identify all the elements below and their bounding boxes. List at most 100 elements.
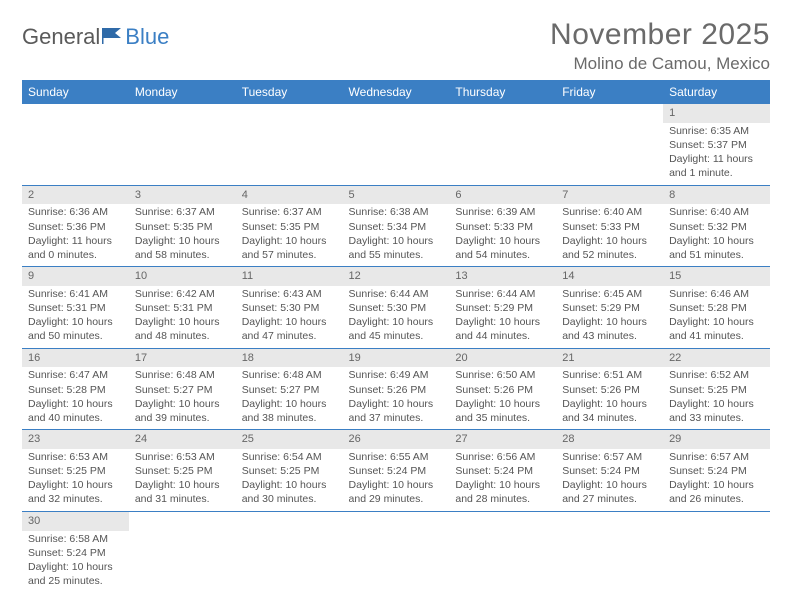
day-number: 30 — [22, 512, 129, 531]
calendar-cell: 23Sunrise: 6:53 AMSunset: 5:25 PMDayligh… — [22, 430, 129, 512]
sunrise-text: Sunrise: 6:56 AM — [455, 450, 550, 464]
day-number: 26 — [343, 430, 450, 449]
day-details: Sunrise: 6:44 AMSunset: 5:30 PMDaylight:… — [343, 286, 450, 348]
calendar-cell — [449, 511, 556, 592]
sunset-text: Sunset: 5:32 PM — [669, 220, 764, 234]
sunrise-text: Sunrise: 6:50 AM — [455, 368, 550, 382]
sunrise-text: Sunrise: 6:57 AM — [669, 450, 764, 464]
day-number: 17 — [129, 349, 236, 368]
sunrise-text: Sunrise: 6:47 AM — [28, 368, 123, 382]
day-number: 24 — [129, 430, 236, 449]
day-details: Sunrise: 6:40 AMSunset: 5:32 PMDaylight:… — [663, 204, 770, 266]
sunset-text: Sunset: 5:27 PM — [242, 383, 337, 397]
day-details: Sunrise: 6:44 AMSunset: 5:29 PMDaylight:… — [449, 286, 556, 348]
day-details: Sunrise: 6:56 AMSunset: 5:24 PMDaylight:… — [449, 449, 556, 511]
calendar-cell — [343, 511, 450, 592]
day-details: Sunrise: 6:53 AMSunset: 5:25 PMDaylight:… — [129, 449, 236, 511]
calendar-week-row: 30Sunrise: 6:58 AMSunset: 5:24 PMDayligh… — [22, 511, 770, 592]
day-details: Sunrise: 6:52 AMSunset: 5:25 PMDaylight:… — [663, 367, 770, 429]
day-details: Sunrise: 6:50 AMSunset: 5:26 PMDaylight:… — [449, 367, 556, 429]
weekday-header: Monday — [129, 80, 236, 104]
sunset-text: Sunset: 5:31 PM — [28, 301, 123, 315]
calendar-cell: 10Sunrise: 6:42 AMSunset: 5:31 PMDayligh… — [129, 267, 236, 349]
day-number: 20 — [449, 349, 556, 368]
day-details: Sunrise: 6:42 AMSunset: 5:31 PMDaylight:… — [129, 286, 236, 348]
sunset-text: Sunset: 5:26 PM — [562, 383, 657, 397]
calendar-week-row: 16Sunrise: 6:47 AMSunset: 5:28 PMDayligh… — [22, 348, 770, 430]
sunset-text: Sunset: 5:24 PM — [455, 464, 550, 478]
sunset-text: Sunset: 5:29 PM — [455, 301, 550, 315]
sunset-text: Sunset: 5:31 PM — [135, 301, 230, 315]
day-details: Sunrise: 6:54 AMSunset: 5:25 PMDaylight:… — [236, 449, 343, 511]
calendar-cell: 13Sunrise: 6:44 AMSunset: 5:29 PMDayligh… — [449, 267, 556, 349]
sunrise-text: Sunrise: 6:35 AM — [669, 124, 764, 138]
calendar-cell: 19Sunrise: 6:49 AMSunset: 5:26 PMDayligh… — [343, 348, 450, 430]
calendar-cell: 21Sunrise: 6:51 AMSunset: 5:26 PMDayligh… — [556, 348, 663, 430]
daylight-text: Daylight: 10 hours and 38 minutes. — [242, 397, 337, 425]
daylight-text: Daylight: 10 hours and 50 minutes. — [28, 315, 123, 343]
daylight-text: Daylight: 10 hours and 44 minutes. — [455, 315, 550, 343]
day-details: Sunrise: 6:39 AMSunset: 5:33 PMDaylight:… — [449, 204, 556, 266]
day-details: Sunrise: 6:47 AMSunset: 5:28 PMDaylight:… — [22, 367, 129, 429]
location-label: Molino de Camou, Mexico — [550, 54, 770, 74]
daylight-text: Daylight: 10 hours and 25 minutes. — [28, 560, 123, 588]
calendar-cell: 29Sunrise: 6:57 AMSunset: 5:24 PMDayligh… — [663, 430, 770, 512]
sunset-text: Sunset: 5:25 PM — [242, 464, 337, 478]
day-details: Sunrise: 6:35 AMSunset: 5:37 PMDaylight:… — [663, 123, 770, 185]
sunset-text: Sunset: 5:37 PM — [669, 138, 764, 152]
day-number: 14 — [556, 267, 663, 286]
daylight-text: Daylight: 10 hours and 58 minutes. — [135, 234, 230, 262]
calendar-cell: 26Sunrise: 6:55 AMSunset: 5:24 PMDayligh… — [343, 430, 450, 512]
calendar-cell: 9Sunrise: 6:41 AMSunset: 5:31 PMDaylight… — [22, 267, 129, 349]
day-number: 10 — [129, 267, 236, 286]
sunset-text: Sunset: 5:34 PM — [349, 220, 444, 234]
calendar-cell: 7Sunrise: 6:40 AMSunset: 5:33 PMDaylight… — [556, 185, 663, 267]
daylight-text: Daylight: 10 hours and 41 minutes. — [669, 315, 764, 343]
sunrise-text: Sunrise: 6:37 AM — [135, 205, 230, 219]
calendar-cell: 16Sunrise: 6:47 AMSunset: 5:28 PMDayligh… — [22, 348, 129, 430]
sunset-text: Sunset: 5:35 PM — [135, 220, 230, 234]
calendar-cell — [236, 104, 343, 185]
weekday-header: Sunday — [22, 80, 129, 104]
calendar-cell: 17Sunrise: 6:48 AMSunset: 5:27 PMDayligh… — [129, 348, 236, 430]
logo-text-general: General — [22, 24, 100, 50]
daylight-text: Daylight: 10 hours and 35 minutes. — [455, 397, 550, 425]
day-number: 13 — [449, 267, 556, 286]
day-details: Sunrise: 6:55 AMSunset: 5:24 PMDaylight:… — [343, 449, 450, 511]
page-title: November 2025 — [550, 18, 770, 52]
day-details: Sunrise: 6:51 AMSunset: 5:26 PMDaylight:… — [556, 367, 663, 429]
calendar-cell — [556, 511, 663, 592]
day-number: 28 — [556, 430, 663, 449]
day-number: 3 — [129, 186, 236, 205]
sunrise-text: Sunrise: 6:42 AM — [135, 287, 230, 301]
weekday-header-row: Sunday Monday Tuesday Wednesday Thursday… — [22, 80, 770, 104]
daylight-text: Daylight: 10 hours and 55 minutes. — [349, 234, 444, 262]
calendar-cell — [129, 511, 236, 592]
day-details: Sunrise: 6:38 AMSunset: 5:34 PMDaylight:… — [343, 204, 450, 266]
daylight-text: Daylight: 10 hours and 34 minutes. — [562, 397, 657, 425]
sunrise-text: Sunrise: 6:44 AM — [455, 287, 550, 301]
day-details: Sunrise: 6:40 AMSunset: 5:33 PMDaylight:… — [556, 204, 663, 266]
day-number: 11 — [236, 267, 343, 286]
calendar-cell: 22Sunrise: 6:52 AMSunset: 5:25 PMDayligh… — [663, 348, 770, 430]
sunset-text: Sunset: 5:24 PM — [349, 464, 444, 478]
sunrise-text: Sunrise: 6:46 AM — [669, 287, 764, 301]
sunset-text: Sunset: 5:24 PM — [28, 546, 123, 560]
daylight-text: Daylight: 10 hours and 30 minutes. — [242, 478, 337, 506]
sunset-text: Sunset: 5:26 PM — [455, 383, 550, 397]
sunrise-text: Sunrise: 6:37 AM — [242, 205, 337, 219]
sunrise-text: Sunrise: 6:36 AM — [28, 205, 123, 219]
calendar-cell: 14Sunrise: 6:45 AMSunset: 5:29 PMDayligh… — [556, 267, 663, 349]
calendar-cell — [556, 104, 663, 185]
sunrise-text: Sunrise: 6:51 AM — [562, 368, 657, 382]
daylight-text: Daylight: 10 hours and 40 minutes. — [28, 397, 123, 425]
day-details: Sunrise: 6:57 AMSunset: 5:24 PMDaylight:… — [556, 449, 663, 511]
day-details: Sunrise: 6:49 AMSunset: 5:26 PMDaylight:… — [343, 367, 450, 429]
day-number: 9 — [22, 267, 129, 286]
calendar-cell: 15Sunrise: 6:46 AMSunset: 5:28 PMDayligh… — [663, 267, 770, 349]
calendar-cell: 4Sunrise: 6:37 AMSunset: 5:35 PMDaylight… — [236, 185, 343, 267]
calendar-cell: 28Sunrise: 6:57 AMSunset: 5:24 PMDayligh… — [556, 430, 663, 512]
daylight-text: Daylight: 10 hours and 51 minutes. — [669, 234, 764, 262]
sunset-text: Sunset: 5:25 PM — [28, 464, 123, 478]
daylight-text: Daylight: 11 hours and 0 minutes. — [28, 234, 123, 262]
